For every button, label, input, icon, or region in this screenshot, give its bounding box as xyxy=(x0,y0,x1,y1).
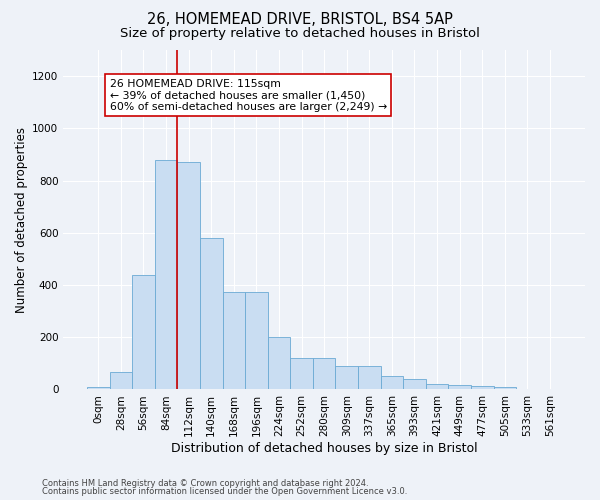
X-axis label: Distribution of detached houses by size in Bristol: Distribution of detached houses by size … xyxy=(171,442,478,455)
Bar xyxy=(245,292,268,390)
Bar xyxy=(471,386,494,390)
Bar xyxy=(494,387,516,390)
Text: 26, HOMEMEAD DRIVE, BRISTOL, BS4 5AP: 26, HOMEMEAD DRIVE, BRISTOL, BS4 5AP xyxy=(147,12,453,28)
Text: Size of property relative to detached houses in Bristol: Size of property relative to detached ho… xyxy=(120,28,480,40)
Bar xyxy=(448,385,471,390)
Bar xyxy=(335,366,358,390)
Bar xyxy=(200,238,223,390)
Bar xyxy=(110,372,132,390)
Bar xyxy=(358,366,380,390)
Bar xyxy=(290,358,313,390)
Bar xyxy=(132,274,155,390)
Bar xyxy=(403,379,426,390)
Bar xyxy=(268,337,290,390)
Text: Contains public sector information licensed under the Open Government Licence v3: Contains public sector information licen… xyxy=(42,487,407,496)
Bar xyxy=(426,384,448,390)
Bar xyxy=(87,387,110,390)
Bar xyxy=(539,389,561,390)
Bar xyxy=(313,358,335,390)
Text: Contains HM Land Registry data © Crown copyright and database right 2024.: Contains HM Land Registry data © Crown c… xyxy=(42,478,368,488)
Bar xyxy=(155,160,178,390)
Y-axis label: Number of detached properties: Number of detached properties xyxy=(15,126,28,312)
Bar xyxy=(380,376,403,390)
Bar xyxy=(516,388,539,390)
Bar xyxy=(223,292,245,390)
Text: 26 HOMEMEAD DRIVE: 115sqm
← 39% of detached houses are smaller (1,450)
60% of se: 26 HOMEMEAD DRIVE: 115sqm ← 39% of detac… xyxy=(110,78,387,112)
Bar xyxy=(178,162,200,390)
